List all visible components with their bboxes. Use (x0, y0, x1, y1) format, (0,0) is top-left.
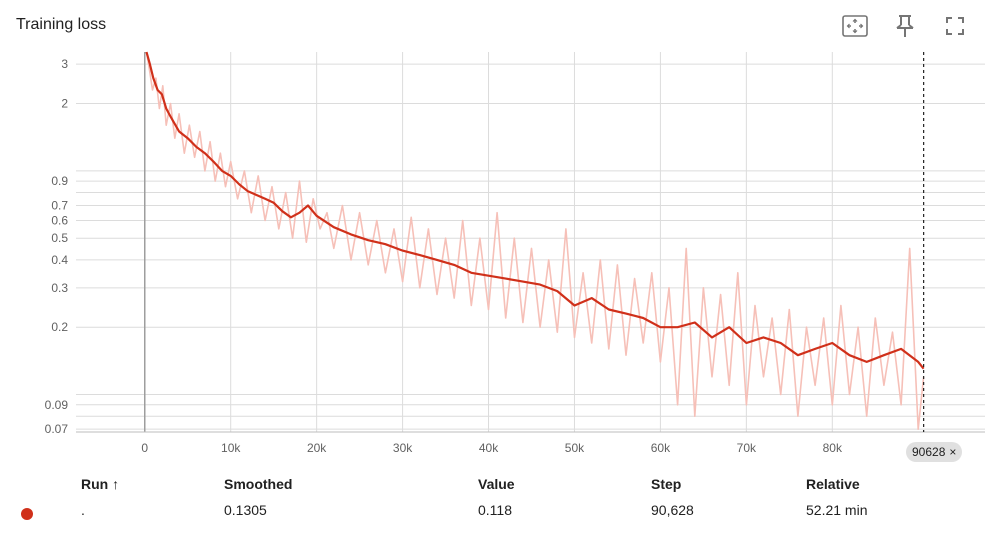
x-tick-label: 80k (823, 441, 843, 455)
grid-lines (76, 52, 985, 433)
series-value-line (145, 51, 925, 430)
x-tick-label: 50k (565, 441, 585, 455)
table-header: Run ↑ Smoothed Value Step Relative (0, 472, 987, 500)
cell-value: 0.118 (478, 502, 512, 518)
table-row: . 0.1305 0.118 90,628 52.21 min (0, 500, 987, 528)
x-tick-label: 30k (393, 441, 413, 455)
run-table: Run ↑ Smoothed Value Step Relative . 0.1… (0, 472, 987, 528)
header-step[interactable]: Step (651, 476, 682, 492)
pin-icon (896, 15, 914, 37)
chart-toolbar (841, 12, 969, 40)
cursor-step-label: 90628 (912, 445, 946, 459)
fullscreen-icon (946, 17, 964, 35)
series-lines (145, 51, 925, 430)
x-tick-label: 10k (221, 441, 241, 455)
x-tick-labels: 0 10k 20k 30k 40k 50k 60k 70k 80k (141, 441, 843, 455)
y-tick-label: 3 (61, 57, 68, 71)
cell-relative: 52.21 min (806, 502, 868, 518)
pin-button[interactable] (891, 12, 919, 40)
header-relative[interactable]: Relative (806, 476, 860, 492)
y-tick-label: 0.6 (51, 213, 68, 227)
y-tick-label: 0.09 (45, 398, 69, 412)
header-value[interactable]: Value (478, 476, 515, 492)
cursor-step-badge[interactable]: 90628 × (906, 442, 963, 462)
y-tick-label: 2 (61, 97, 68, 111)
cell-run: . (81, 502, 85, 518)
y-tick-label: 0.2 (51, 320, 68, 334)
y-tick-label: 0.07 (45, 422, 69, 436)
fullscreen-button[interactable] (941, 12, 969, 40)
fit-domain-icon (842, 15, 868, 37)
x-tick-label: 40k (479, 441, 499, 455)
x-tick-label: 70k (737, 441, 757, 455)
x-tick-label: 0 (141, 441, 148, 455)
x-tick-label: 60k (651, 441, 671, 455)
chart-title: Training loss (16, 16, 107, 33)
header-smoothed[interactable]: Smoothed (224, 476, 293, 492)
y-tick-label: 0.9 (51, 174, 68, 188)
loss-chart[interactable]: 0.07 0.09 0.2 0.3 0.4 0.5 0.60.7 0.9 2 3 0 10k 20k 3… (0, 0, 987, 470)
y-tick-label: 0.3 (51, 281, 68, 295)
run-color-dot (21, 508, 33, 520)
y-tick-label: 0.7 (51, 199, 68, 213)
y-tick-label: 0.4 (51, 253, 68, 267)
x-tick-label: 20k (307, 441, 327, 455)
y-tick-label: 0.5 (51, 231, 68, 245)
cell-smoothed: 0.1305 (224, 502, 267, 518)
fit-domain-button[interactable] (841, 12, 869, 40)
cell-step: 90,628 (651, 502, 694, 518)
close-icon[interactable]: × (949, 445, 957, 459)
y-tick-labels: 0.07 0.09 0.2 0.3 0.4 0.5 0.60.7 0.9 2 3 (45, 57, 69, 436)
series-smoothed-line (145, 51, 925, 370)
header-run[interactable]: Run ↑ (81, 476, 120, 492)
